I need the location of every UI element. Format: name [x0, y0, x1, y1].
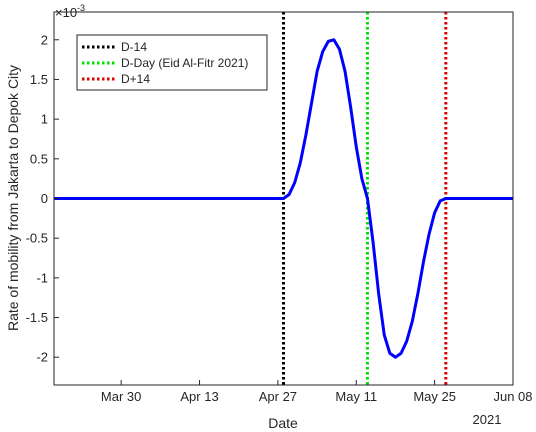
series-line [54, 38, 513, 359]
y-tick-label: -0.5 [26, 231, 48, 246]
legend-entries: D-14 D-Day (Eid Al-Fitr 2021) D+14 [82, 40, 248, 86]
x-tick-label: Apr 13 [180, 389, 218, 404]
x-axis-title: Date [268, 415, 298, 431]
year-label: 2021 [473, 412, 502, 427]
legend: D-14 D-Day (Eid Al-Fitr 2021) D+14 [76, 34, 268, 91]
exponent-power: -3 [77, 3, 85, 13]
x-tick-label: Jun 08 [493, 389, 532, 404]
y-tick-label: -1 [36, 270, 48, 285]
legend-box [76, 34, 268, 91]
y-tick-label: 1 [41, 112, 48, 127]
x-tick-label: Mar 30 [101, 389, 141, 404]
x-tick-label: Apr 27 [259, 389, 297, 404]
y-tick-label: 0 [41, 191, 48, 206]
y-tick-label: -1.5 [26, 310, 48, 325]
y-exponent-label: ×10-3 [55, 3, 85, 20]
legend-label: D-14 [121, 40, 147, 54]
legend-label: D-Day (Eid Al-Fitr 2021) [121, 56, 248, 70]
y-tick-label: -2 [36, 350, 48, 365]
x-tick-label: May 25 [413, 389, 456, 404]
exponent-base: ×10 [55, 5, 77, 20]
x-axis-ticks: Mar 30 Apr 13 Apr 27 May 11 May 25 Jun 08 [101, 380, 533, 404]
y-tick-label: 0.5 [30, 151, 48, 166]
y-tick-label: 2 [41, 32, 48, 47]
y-axis-ticks: 2 1.5 1 0.5 0 -0.5 -1 -1.5 -2 [26, 32, 59, 365]
y-tick-label: 1.5 [30, 72, 48, 87]
y-axis-title: Rate of mobility from Jakarta to Depok C… [5, 65, 21, 331]
series-layer [54, 38, 513, 359]
legend-label: D+14 [121, 72, 150, 86]
x-tick-label: May 11 [335, 389, 377, 404]
